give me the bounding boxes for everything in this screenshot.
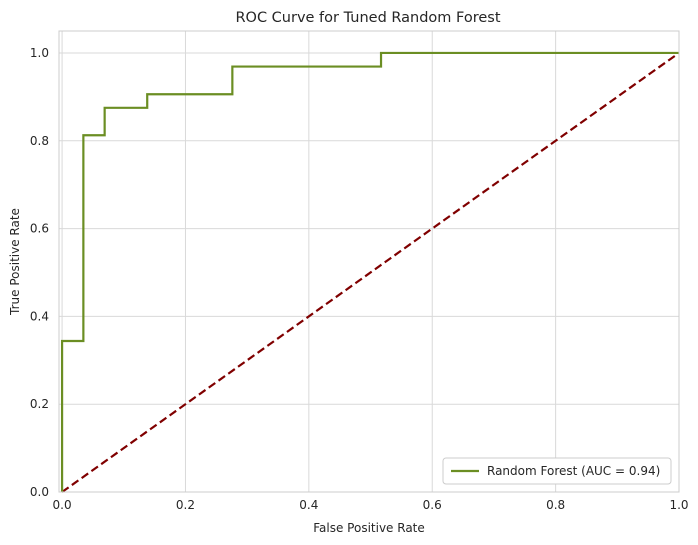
- x-tick-label: 0.4: [299, 498, 318, 512]
- plot-frame: [58, 30, 680, 493]
- y-tick-label: 0.8: [30, 134, 49, 148]
- x-axis-label: False Positive Rate: [313, 521, 425, 535]
- y-tick-label: 1.0: [30, 46, 49, 60]
- plot-area: [59, 31, 679, 492]
- chance-diagonal-line: [61, 52, 680, 493]
- x-tick-labels: 0.0 0.2 0.4 0.6 0.8 1.0: [53, 498, 689, 512]
- y-tick-labels: 0.0 0.2 0.4 0.6 0.8 1.0: [30, 46, 49, 499]
- legend-box: [442, 457, 672, 485]
- x-tick-label: 0.6: [423, 498, 442, 512]
- x-tick-label: 1.0: [669, 498, 688, 512]
- y-tick-label: 0.2: [30, 397, 49, 411]
- roc-curve-line: [60, 51, 679, 492]
- legend-entry-label: Random Forest (AUC = 0.94): [487, 464, 660, 478]
- x-tick-label: 0.8: [546, 498, 565, 512]
- y-tick-label: 0.6: [30, 222, 49, 236]
- y-axis-label: True Positive Rate: [8, 208, 22, 316]
- series-layer: [60, 51, 680, 493]
- y-tick-label: 0.4: [30, 309, 49, 323]
- x-tick-label: 0.2: [176, 498, 195, 512]
- chart-title: ROC Curve for Tuned Random Forest: [235, 10, 500, 26]
- y-tick-label: 0.0: [30, 485, 49, 499]
- x-tick-label: 0.0: [53, 498, 72, 512]
- legend: Random Forest (AUC = 0.94): [442, 457, 672, 485]
